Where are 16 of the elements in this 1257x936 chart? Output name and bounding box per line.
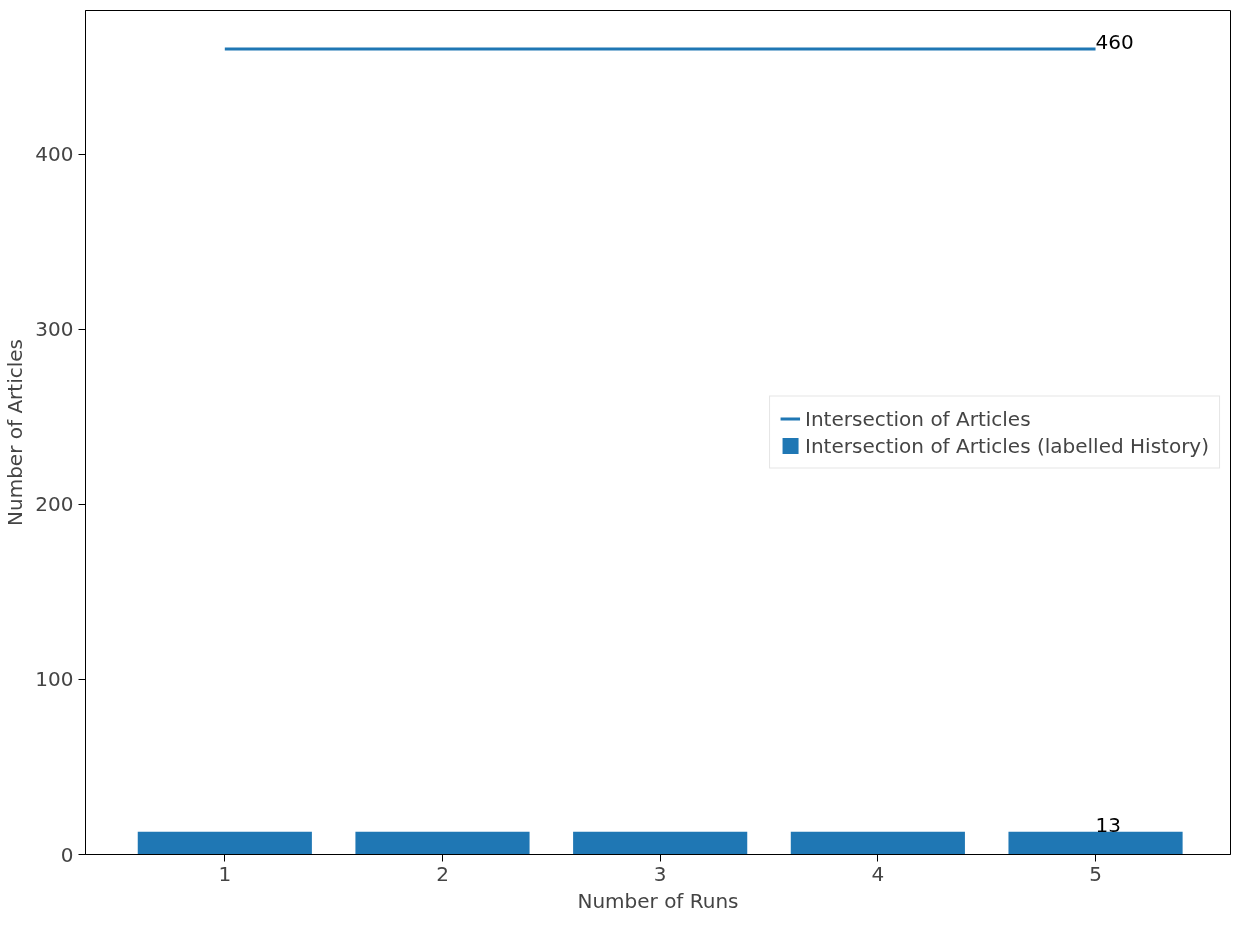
x-tick-label: 3 [653, 861, 667, 886]
x-tick-label: 2 [436, 861, 449, 886]
data-label: 13 [1095, 812, 1121, 837]
y-tick-label: 0 [60, 842, 74, 867]
y-tick-label: 300 [35, 317, 74, 342]
x-tick-label: 4 [871, 861, 885, 886]
y-tick-label: 200 [35, 492, 74, 517]
x-tick-label: 5 [1089, 861, 1102, 886]
data-label: 460 [1095, 30, 1134, 55]
x-tick-label: 1 [218, 861, 232, 886]
y-tick-label: 100 [35, 667, 74, 692]
y-axis-title: Number of Articles [3, 339, 28, 526]
legend-label: Intersection of Articles [805, 406, 1031, 431]
x-axis-title: Number of Runs [577, 888, 739, 913]
y-tick-label: 400 [35, 142, 74, 167]
legend-label: Intersection of Articles (labelled History) [805, 433, 1209, 458]
